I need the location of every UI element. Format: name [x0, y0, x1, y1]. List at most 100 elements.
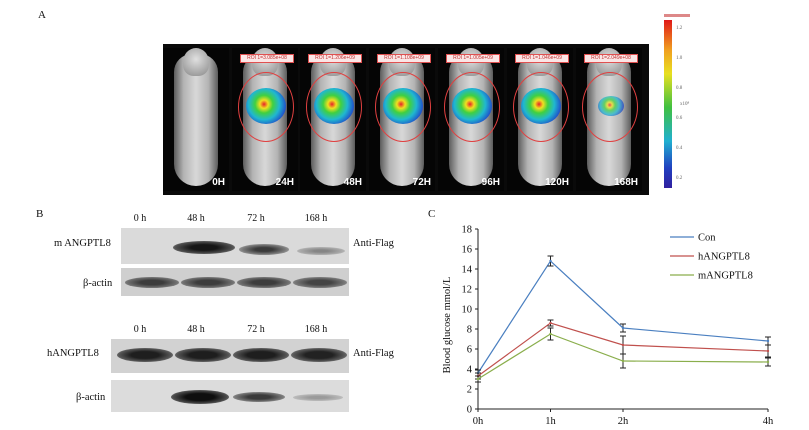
data-point: [766, 349, 770, 353]
data-point: [766, 360, 770, 364]
color-scale-tick: 0.2: [676, 176, 683, 181]
mouse-image: ROI 1=1.046e+09 120H: [507, 48, 573, 191]
blot-band: [237, 277, 291, 288]
mouse-image: ROI 1=1.206e+09 48H: [300, 48, 366, 191]
y-tick-label: 16: [462, 245, 473, 256]
data-point: [476, 377, 480, 381]
color-scale-tick: 1.2: [676, 26, 683, 31]
blot-band: [125, 277, 179, 288]
x-tick-label: 0h: [473, 416, 484, 427]
mouse-image: ROI 1=3.085e+08 24H: [232, 48, 298, 191]
color-scale-tick: 0.4: [676, 146, 683, 151]
color-scale-tick: 0.6: [676, 116, 683, 121]
mouse-image: ROI 1=1.005e+09 96H: [438, 48, 504, 191]
blot-band: [173, 241, 235, 254]
western-blot-flag-mouse: [121, 228, 349, 264]
x-tick-label: 4h: [763, 416, 774, 427]
roi-label: ROI 1=3.085e+08: [240, 54, 294, 63]
roi-label: ROI 1=1.005e+09: [446, 54, 500, 63]
legend-label: mANGPTL8: [698, 271, 753, 282]
roi-circle: [444, 72, 500, 142]
y-tick-label: 2: [467, 385, 472, 396]
mouse-image: ROI 1=1.108e+09 72H: [369, 48, 435, 191]
lane-label: 48 h: [187, 324, 205, 335]
color-scale-bar: [664, 20, 672, 188]
mouse-image: 0H: [163, 48, 229, 191]
bioluminescence-strip: 0H ROI 1=3.085e+08 24H ROI 1=1.206e+09 48H RO…: [163, 44, 649, 195]
lane-label: 168 h: [304, 324, 328, 335]
blot-band: [233, 348, 289, 362]
data-point: [549, 321, 552, 325]
y-tick-label: 14: [462, 265, 473, 276]
lane-label: 168 h: [304, 213, 328, 224]
color-scale-tick: 1.0: [676, 56, 683, 61]
western-blot-actin-human: [111, 380, 349, 412]
blot-band: [293, 277, 347, 288]
color-scale-tick: 0.8: [676, 86, 683, 91]
lane-label: 0 h: [133, 213, 147, 224]
blot-band: [181, 277, 235, 288]
roi-circle: [238, 72, 294, 142]
y-tick-label: 8: [467, 325, 472, 336]
blot-band: [239, 244, 289, 255]
series-line-con: [477, 260, 769, 374]
roi-label: ROI 1=2.049e+08: [584, 54, 638, 63]
mouse-head: [183, 48, 209, 76]
roi-label: ROI 1=1.046e+09: [515, 54, 569, 63]
roi-label: ROI 1=1.108e+09: [377, 54, 431, 63]
y-tick-label: 6: [467, 345, 472, 356]
blot-band: [175, 348, 231, 362]
blot-band: [293, 394, 343, 401]
data-point: [549, 332, 552, 336]
y-tick-label: 0: [467, 405, 472, 416]
blot-row-label: hANGPTL8: [47, 348, 99, 359]
blot-antibody-label: Anti-Flag: [353, 238, 394, 249]
blot-band: [171, 390, 229, 404]
mouse-body: [174, 54, 218, 186]
x-tick-label: 2h: [618, 416, 629, 427]
series-line-hangptl8: [477, 322, 769, 377]
time-label: 48H: [343, 177, 362, 188]
legend-label: hANGPTL8: [698, 252, 750, 263]
x-tick-label: 1h: [545, 416, 556, 427]
mouse-image: ROI 1=2.049e+08 168H: [576, 48, 642, 191]
blot-row-label: β-actin: [83, 278, 113, 289]
western-blot-flag-human: [111, 339, 349, 373]
series-line-mangptl8: [477, 333, 769, 380]
blot-antibody-label: Anti-Flag: [353, 348, 394, 359]
blot-band: [291, 348, 347, 362]
panel-b-letter: B: [36, 208, 44, 220]
lane-label: 0 h: [133, 324, 147, 335]
blot-band: [117, 348, 173, 362]
panel-c-letter: C: [428, 208, 436, 220]
lane-label: 48 h: [187, 213, 205, 224]
lane-label: 72 h: [247, 213, 265, 224]
time-label: 24H: [275, 177, 294, 188]
roi-circle: [375, 72, 431, 142]
time-label: 0H: [212, 177, 225, 188]
blot-band: [297, 247, 345, 255]
blot-band: [233, 392, 285, 402]
legend-label: Con: [698, 233, 716, 244]
data-point: [549, 259, 552, 263]
lane-label: 72 h: [247, 324, 265, 335]
time-label: 120H: [545, 177, 569, 188]
roi-circle: [582, 72, 638, 142]
blot-row-label: m ANGPTL8: [54, 238, 111, 249]
roi-circle: [513, 72, 569, 142]
time-label: 96H: [481, 177, 500, 188]
blot-row-label: β-actin: [76, 392, 106, 403]
data-point: [621, 343, 625, 347]
color-scale-unit: x10⁸: [680, 102, 690, 107]
roi-label: ROI 1=1.206e+09: [308, 54, 362, 63]
y-tick-label: 4: [467, 365, 473, 376]
data-point: [621, 326, 625, 330]
panel-a-letter: A: [38, 9, 46, 21]
data-point: [766, 339, 770, 343]
time-label: 72H: [412, 177, 431, 188]
data-point: [621, 359, 625, 363]
y-tick-label: 12: [462, 285, 473, 296]
y-tick-label: 18: [462, 225, 473, 236]
color-scale-header: [664, 14, 690, 17]
roi-circle: [306, 72, 362, 142]
